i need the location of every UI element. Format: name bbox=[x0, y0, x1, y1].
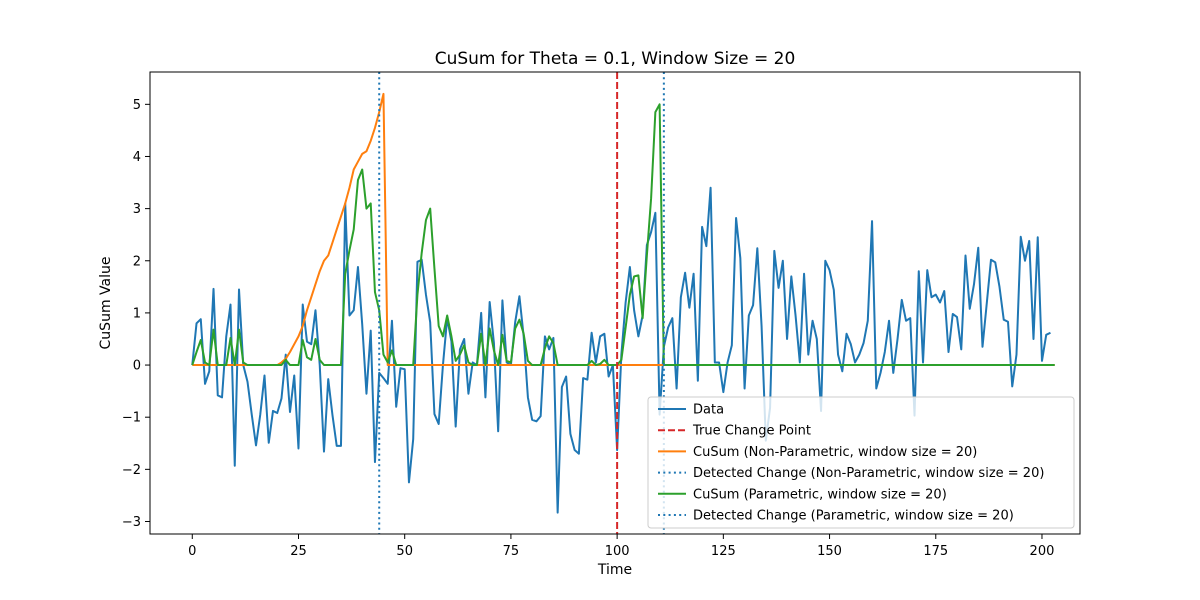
y-tick-label: −2 bbox=[122, 463, 141, 478]
y-tick-label: 1 bbox=[133, 306, 141, 321]
x-axis: 0 25 50 75 100 125 150 175 200 bbox=[188, 534, 1054, 559]
x-tick-label: 150 bbox=[817, 544, 842, 559]
legend-label: Data bbox=[693, 403, 724, 418]
y-tick-label: 3 bbox=[133, 202, 141, 217]
x-tick-label: 175 bbox=[923, 544, 948, 559]
chart-title: CuSum for Theta = 0.1, Window Size = 20 bbox=[435, 49, 796, 69]
plot-area bbox=[191, 72, 1055, 534]
y-tick-label: −3 bbox=[122, 515, 141, 530]
x-axis-label: Time bbox=[597, 562, 632, 578]
plot-frame bbox=[149, 71, 1081, 535]
legend-label: Detected Change (Non-Parametric, window … bbox=[693, 466, 1044, 481]
y-tick-label: 5 bbox=[133, 98, 141, 113]
x-tick-label: 200 bbox=[1030, 544, 1055, 559]
legend-label: CuSum (Non-Parametric, window size = 20) bbox=[693, 445, 977, 460]
y-tick-label: 0 bbox=[133, 359, 141, 374]
series-line-cusum-parametric-window-size-20 bbox=[191, 103, 1055, 367]
y-axis: −3 −2 −1 0 1 2 3 4 5 bbox=[122, 98, 150, 530]
legend-label: True Change Point bbox=[692, 424, 811, 439]
x-tick-label: 100 bbox=[605, 544, 630, 559]
x-tick-label: 50 bbox=[396, 544, 413, 559]
y-tick-label: 2 bbox=[133, 254, 141, 269]
x-tick-label: 75 bbox=[503, 544, 520, 559]
y-tick-label: 4 bbox=[133, 150, 141, 165]
legend-label: Detected Change (Parametric, window size… bbox=[693, 509, 1014, 524]
legend-label: CuSum (Parametric, window size = 20) bbox=[693, 487, 947, 502]
y-tick-label: −1 bbox=[122, 411, 141, 426]
x-tick-label: 0 bbox=[188, 544, 196, 559]
x-tick-label: 25 bbox=[290, 544, 307, 559]
legend: Data True Change Point CuSum (Non-Parametr… bbox=[647, 396, 1075, 529]
y-axis-label: CuSum Value bbox=[98, 257, 114, 350]
x-tick-label: 125 bbox=[711, 544, 736, 559]
legend-box bbox=[647, 396, 1075, 529]
